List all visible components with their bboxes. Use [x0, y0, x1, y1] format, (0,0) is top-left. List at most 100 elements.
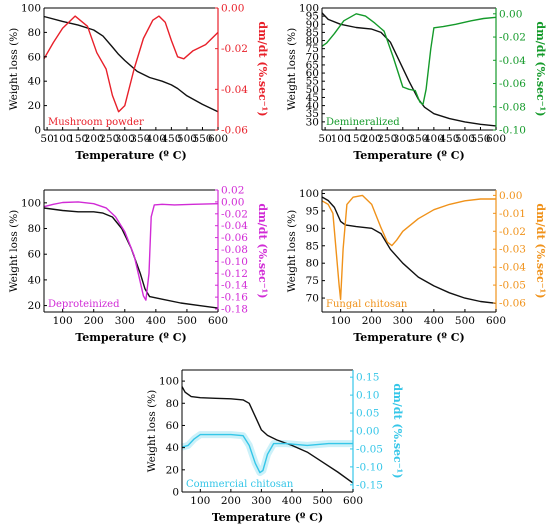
right-y-tick-label: -0.03: [499, 244, 526, 256]
left-y-tick-label: 95: [306, 11, 319, 23]
left-y-tick-label: 75: [306, 43, 319, 55]
weight-loss-line: [181, 386, 354, 484]
x-tick-label: 400: [424, 133, 444, 145]
left-y-tick-label: 40: [306, 100, 319, 112]
right-y-tick-label: -0.06: [499, 298, 526, 310]
weight-loss-line: [321, 196, 497, 304]
x-tick-label: 400: [282, 495, 302, 507]
left-y-tick-label: 0: [172, 487, 179, 499]
left-y-tick-label: 30: [306, 116, 319, 128]
sample-annotation: Demineralized: [326, 117, 400, 128]
left-y-tick-label: 80: [166, 398, 179, 410]
x-axis-title: Temperature (º C): [75, 331, 186, 344]
left-y-tick-label: 60: [28, 51, 41, 63]
x-tick-label: 600: [208, 315, 228, 327]
left-y-tick-label: 80: [28, 223, 41, 235]
right-y-tick-label: -0.04: [499, 262, 526, 274]
x-tick-label: 550: [470, 133, 490, 145]
dmdt-line: [321, 194, 496, 301]
left-y-tick-label: 40: [28, 76, 41, 88]
right-y-tick-label: -0.06: [499, 78, 526, 90]
right-y-tick-label: -0.04: [499, 55, 526, 67]
left-y-tick-label: 80: [28, 27, 41, 39]
x-tick-label: 300: [251, 495, 271, 507]
right-y-tick-label: -0.06: [221, 125, 248, 137]
panel-commercial-chitosan: 100 200 300 400 500 600 0 20 40 60 80 100 -0.15 -0.10…: [146, 369, 404, 524]
left-y-tick-label: 45: [306, 92, 319, 104]
x-tick-label: 550: [192, 133, 212, 145]
right-y-tick-label: 0.00: [221, 3, 244, 15]
sample-annotation: Mushroom powder: [48, 117, 144, 128]
dmdt-line: [321, 13, 497, 106]
x-tick-label: 400: [146, 133, 166, 145]
right-y-tick-label: 0.10: [356, 390, 379, 402]
sample-annotation: Deproteinized: [48, 299, 120, 310]
panel-fungal-chitosan: 100 200 300 400 500 600 70 75 80 85 90 95 100 -0.06 -0…: [286, 188, 547, 344]
right-y-axis-title: dm/dt (%.sec⁻¹): [534, 21, 547, 116]
right-y-tick-label: -0.08: [499, 101, 526, 113]
x-tick-label: 400: [424, 315, 444, 327]
left-y-axis-title: Weight loss (%): [8, 28, 20, 111]
left-y-tick-label: 80: [306, 258, 319, 270]
right-y-tick-label: -0.02: [221, 208, 248, 220]
left-y-tick-label: 20: [28, 100, 41, 112]
left-y-tick-label: 75: [306, 275, 319, 287]
right-y-tick-label: 0.02: [221, 185, 244, 197]
x-tick-label: 500: [177, 133, 197, 145]
x-tick-label: 400: [146, 315, 166, 327]
x-tick-label: 450: [161, 133, 181, 145]
right-y-axis-title: dm/dt (%.sec⁻¹): [256, 203, 269, 298]
left-y-tick-label: 80: [306, 35, 319, 47]
right-y-tick-label: -0.01: [499, 208, 526, 220]
x-tick-label: 100: [53, 133, 73, 145]
sample-annotation: Fungal chitosan: [326, 299, 408, 310]
weight-loss-line: [321, 12, 497, 127]
right-y-tick-label: 0.15: [356, 372, 379, 384]
x-axis-title: Temperature (º C): [353, 331, 464, 344]
x-tick-label: 300: [115, 133, 135, 145]
dmdt-line: [43, 201, 219, 301]
weight-loss-line: [43, 15, 219, 113]
sample-annotation: Commercial chitosan: [186, 479, 294, 490]
x-axis-title: Temperature (º C): [212, 511, 323, 524]
right-y-tick-label: 0.00: [356, 426, 379, 438]
x-tick-label: 150: [68, 133, 88, 145]
left-y-tick-label: 100: [299, 188, 319, 200]
dmdt-line: [181, 433, 353, 474]
left-y-axis-title: Weight loss (%): [286, 210, 298, 293]
x-tick-label: 300: [393, 315, 413, 327]
right-y-tick-label: -0.04: [221, 84, 248, 96]
left-y-tick-label: 70: [306, 51, 319, 63]
right-y-tick-label: -0.05: [499, 280, 526, 292]
right-y-tick-label: -0.06: [221, 232, 248, 244]
x-tick-label: 200: [221, 495, 241, 507]
right-y-tick-label: -0.10: [499, 125, 526, 137]
right-y-tick-label: -0.05: [356, 443, 383, 455]
left-y-tick-label: 60: [306, 68, 319, 80]
weight-loss-line: [43, 207, 219, 309]
left-y-axis-title: Weight loss (%): [8, 210, 20, 293]
right-y-tick-label: -0.14: [221, 280, 248, 292]
panel-deproteinized: 100 200 300 400 500 60020406080100-0.18-0.16-…: [8, 185, 269, 345]
x-tick-label: 250: [99, 133, 119, 145]
left-y-tick-label: 100: [21, 3, 41, 15]
left-y-tick-label: 20: [28, 300, 41, 312]
left-y-tick-label: 50: [306, 84, 319, 96]
x-tick-label: 100: [190, 495, 210, 507]
left-y-tick-label: 60: [28, 249, 41, 261]
right-y-tick-label: -0.18: [221, 304, 248, 316]
x-tick-label: 600: [486, 133, 506, 145]
left-y-tick-label: 40: [166, 442, 179, 454]
right-y-axis-title: dm/dt (%.sec⁻¹): [256, 21, 269, 116]
right-y-axis-title: dm/dt (%.sec⁻¹): [534, 203, 547, 298]
left-y-tick-label: 40: [28, 274, 41, 286]
left-y-tick-label: 85: [306, 27, 319, 39]
x-tick-label: 500: [455, 315, 475, 327]
right-y-tick-label: -0.12: [221, 268, 248, 280]
right-y-tick-label: -0.10: [356, 461, 383, 473]
left-y-tick-label: 20: [166, 464, 179, 476]
left-y-axis-title: Weight loss (%): [146, 390, 158, 473]
left-y-tick-label: 65: [306, 59, 319, 71]
left-y-tick-label: 55: [306, 76, 319, 88]
